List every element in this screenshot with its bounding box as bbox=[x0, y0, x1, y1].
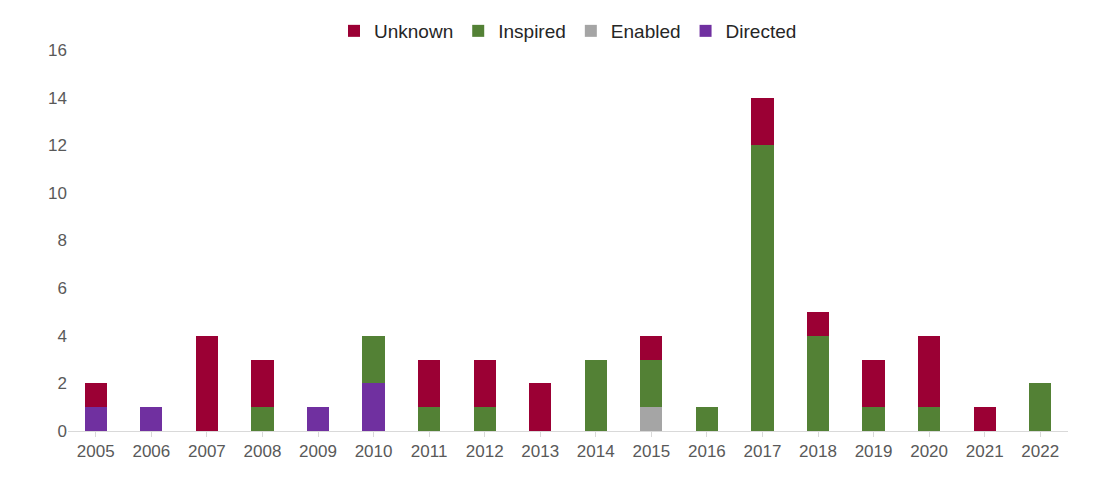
svg-text:0: 0 bbox=[58, 422, 67, 441]
svg-text:8: 8 bbox=[58, 231, 67, 250]
svg-text:2020: 2020 bbox=[910, 442, 948, 461]
svg-text:2012: 2012 bbox=[466, 442, 504, 461]
svg-text:Inspired: Inspired bbox=[498, 21, 566, 42]
svg-text:2006: 2006 bbox=[132, 442, 170, 461]
svg-text:2022: 2022 bbox=[1021, 442, 1059, 461]
svg-text:6: 6 bbox=[58, 279, 67, 298]
svg-text:2009: 2009 bbox=[299, 442, 337, 461]
svg-text:2018: 2018 bbox=[799, 442, 837, 461]
svg-text:16: 16 bbox=[48, 41, 67, 60]
svg-text:2015: 2015 bbox=[632, 442, 670, 461]
svg-text:2013: 2013 bbox=[521, 442, 559, 461]
svg-text:2016: 2016 bbox=[688, 442, 726, 461]
svg-text:2014: 2014 bbox=[577, 442, 615, 461]
svg-text:Directed: Directed bbox=[726, 21, 797, 42]
svg-text:Enabled: Enabled bbox=[611, 21, 681, 42]
svg-text:12: 12 bbox=[48, 136, 67, 155]
svg-text:4: 4 bbox=[58, 327, 67, 346]
svg-text:14: 14 bbox=[48, 89, 67, 108]
svg-text:2011: 2011 bbox=[411, 442, 448, 461]
svg-text:2019: 2019 bbox=[855, 442, 893, 461]
svg-text:2007: 2007 bbox=[188, 442, 226, 461]
svg-text:Unknown: Unknown bbox=[374, 21, 453, 42]
svg-text:2: 2 bbox=[58, 374, 67, 393]
svg-text:2021: 2021 bbox=[966, 442, 1004, 461]
svg-text:2010: 2010 bbox=[355, 442, 393, 461]
svg-text:2005: 2005 bbox=[77, 442, 115, 461]
svg-text:2017: 2017 bbox=[744, 442, 782, 461]
svg-text:10: 10 bbox=[48, 184, 67, 203]
svg-text:2008: 2008 bbox=[244, 442, 282, 461]
